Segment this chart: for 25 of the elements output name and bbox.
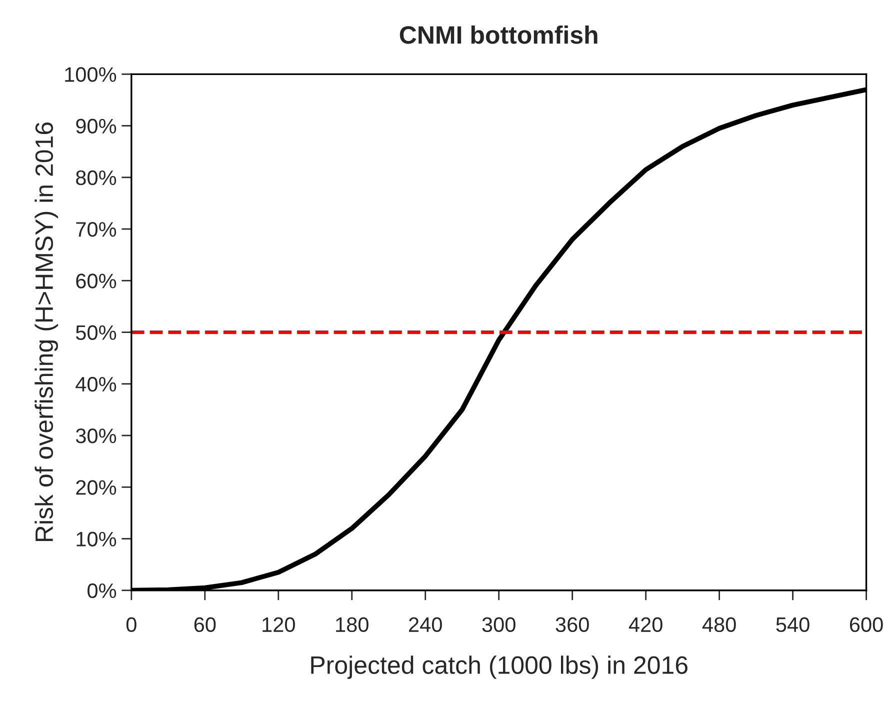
y-tick-label: 10% [76,532,116,546]
y-tick-label: 100% [65,67,116,82]
y-tick-label: 90% [76,118,116,134]
y-tick-label: 30% [76,428,116,444]
y-tick-label: 20% [76,480,116,495]
y-tick-label: 40% [76,376,116,392]
x-tick-label: 540 [776,617,810,632]
y-tick-label: 0% [88,583,116,598]
x-tick-label: 60 [194,617,216,632]
x-tick-label: 360 [556,617,589,632]
x-tick-label: 0 [126,617,136,632]
y-tick-label: 70% [76,222,116,237]
y-tick-label: 80% [76,170,116,186]
x-tick-label: 120 [262,617,295,632]
x-tick-label: 240 [409,617,442,632]
x-tick-label: 480 [702,617,736,632]
x-tick-label: 300 [482,617,516,632]
y-tick-label: 50% [76,325,116,340]
x-tick-label: 600 [850,617,883,632]
x-tick-label: 180 [336,617,368,632]
y-tick-label: 60% [76,274,116,288]
y-axis-title: Risk of overfishing (H>HMSY) in 2016 [34,122,58,542]
x-tick-label: 420 [628,617,662,632]
x-axis-title: Projected catch (1000 lbs) in 2016 [311,656,688,679]
chart-title: CNMI bottomfish [400,25,598,44]
